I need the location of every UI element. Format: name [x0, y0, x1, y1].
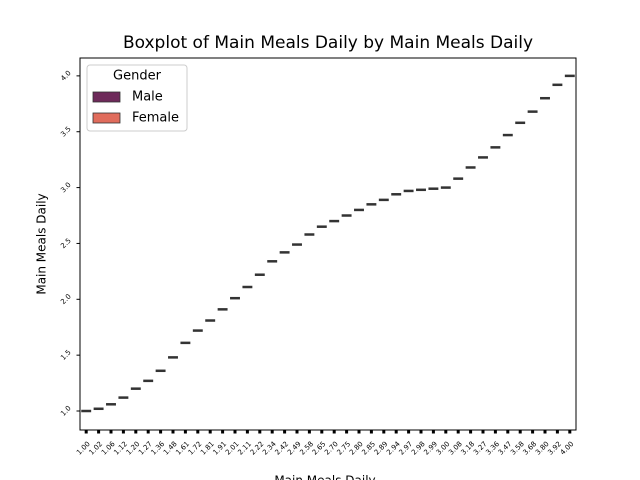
legend-title: Gender	[113, 69, 162, 84]
y-tick-label: 2.0	[59, 293, 73, 307]
y-axis-label: Main Meals Daily	[35, 193, 49, 294]
y-tick-label: 1.0	[59, 404, 73, 418]
x-tick-label: 4.00	[559, 440, 576, 457]
y-tick-label: 1.5	[59, 348, 73, 362]
y-tick-label: 4.0	[59, 69, 73, 83]
y-tick-label: 2.5	[59, 237, 73, 251]
legend-swatch	[92, 112, 121, 124]
chart-title: Boxplot of Main Meals Daily by Main Meal…	[123, 33, 533, 53]
legend-label: Female	[132, 111, 179, 126]
plot-frame	[79, 57, 577, 431]
legend-label: Male	[132, 90, 163, 105]
x-axis-label: Main Meals Daily	[274, 474, 375, 480]
y-tick-label: 3.5	[59, 125, 73, 139]
y-tick-label: 3.0	[59, 181, 73, 195]
legend-swatch	[92, 91, 121, 103]
